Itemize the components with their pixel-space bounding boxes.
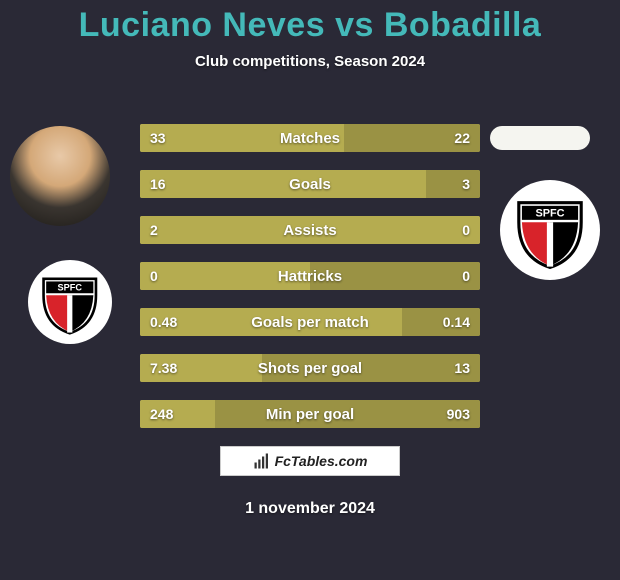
site-logo: FcTables.com (220, 446, 400, 476)
site-logo-text: FcTables.com (275, 453, 368, 469)
bar-left-fill (140, 400, 215, 428)
bar-left-fill (140, 170, 426, 198)
spfc-shield-icon: SPFC (511, 191, 589, 269)
bar-right-fill (344, 124, 480, 152)
stat-bars-container: 3322Matches 163Goals 20Assists 00Hattricks 0… (140, 124, 480, 446)
svg-text:SPFC: SPFC (58, 283, 83, 293)
bar-left-fill (140, 354, 262, 382)
bar-left-fill (140, 216, 480, 244)
bar-left-fill (140, 262, 310, 290)
stat-bar-row: 248903Min per goal (140, 400, 480, 428)
club-badge-left: SPFC (28, 260, 112, 344)
bar-right-fill (426, 170, 480, 198)
bar-left-fill (140, 308, 402, 336)
stat-bar-row: 3322Matches (140, 124, 480, 152)
page-title: Luciano Neves vs Bobadilla (0, 0, 620, 45)
svg-text:SPFC: SPFC (535, 208, 564, 220)
bar-right-fill (310, 262, 480, 290)
subtitle: Club competitions, Season 2024 (0, 53, 620, 70)
stat-bar-row: 00Hattricks (140, 262, 480, 290)
spfc-shield-icon: SPFC (37, 269, 103, 335)
bar-right-fill (215, 400, 480, 428)
player-right-avatar (490, 126, 590, 150)
bar-right-fill (262, 354, 480, 382)
date-label: 1 november 2024 (0, 500, 620, 518)
stat-bar-row: 0.480.14Goals per match (140, 308, 480, 336)
stat-bar-row: 163Goals (140, 170, 480, 198)
player-left-avatar (10, 126, 110, 226)
bar-right-fill (402, 308, 480, 336)
bar-left-fill (140, 124, 344, 152)
stat-bar-row: 20Assists (140, 216, 480, 244)
chart-icon (253, 452, 271, 470)
stat-bar-row: 7.3813Shots per goal (140, 354, 480, 382)
club-badge-right: SPFC (500, 180, 600, 280)
